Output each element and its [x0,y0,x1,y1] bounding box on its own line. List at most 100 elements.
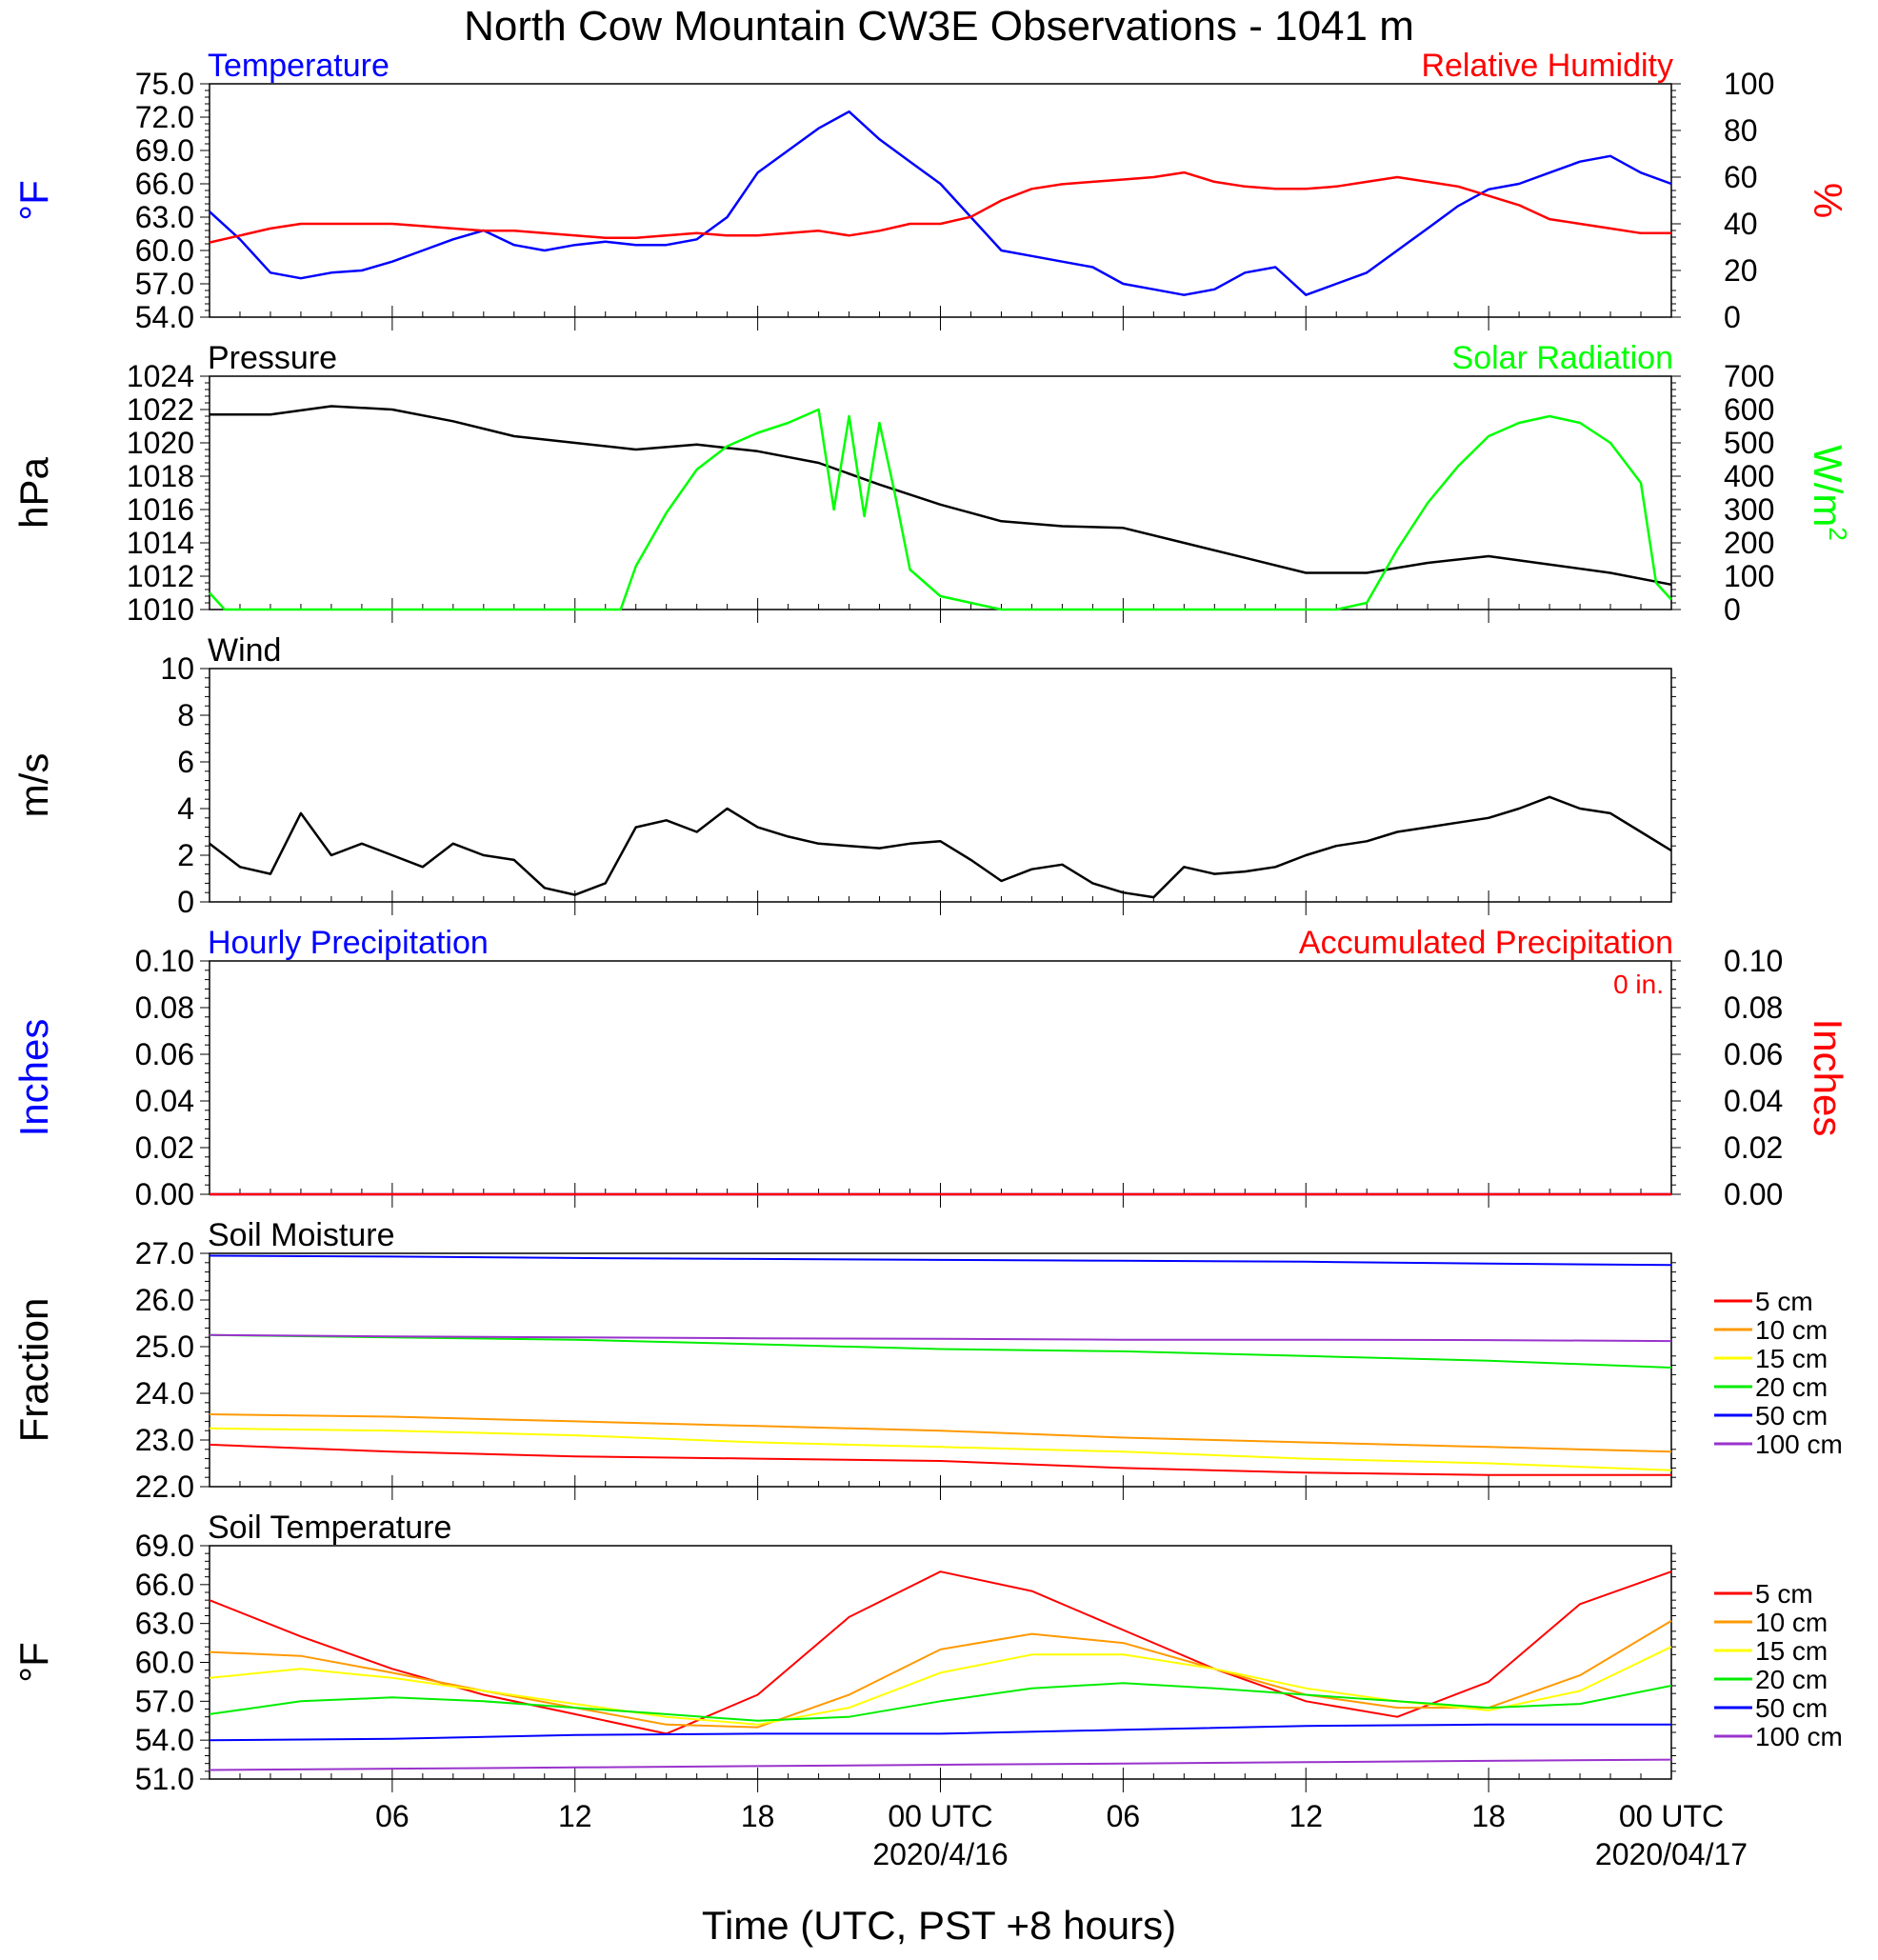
y-tick-label: 69.0 [135,133,194,168]
legend-label: 50 cm [1755,1401,1828,1430]
x-tick-label: 18 [741,1799,775,1833]
x-axis-label: Time (UTC, PST +8 hours) [702,1903,1176,1948]
panel-title-left: Soil Moisture [208,1217,395,1253]
y-tick-label: 1024 [127,359,194,393]
panel-title-right: Accumulated Precipitation [1299,925,1673,961]
panel-frame [209,1252,1672,1488]
panel-frame [209,960,1672,1195]
y-tick-label: 60.0 [135,233,194,268]
y-tick-label: 22.0 [135,1470,194,1504]
series-line-50-cm [209,1254,1672,1267]
legend-label: 5 cm [1755,1579,1813,1609]
y-right-tick-label: 100 [1724,67,1774,101]
y-right-tick-label: 100 [1724,559,1774,593]
y-tick-label: 27.0 [135,1236,194,1270]
panel-title-right: Relative Humidity [1421,48,1673,84]
y-right-tick-label: 0 [1724,300,1741,334]
x-tick-date-label: 2020/4/16 [872,1837,1008,1871]
panel-annotation: 0 in. [1613,970,1664,999]
panel-soil-temperature: 51.0 54.0 57.0 60.0 63.0 66.0 69.0 Soil Tempera… [11,1510,1843,1796]
y-right-tick-label: 0.10 [1724,944,1783,978]
panel-title-right: Solar Radiation [1452,340,1673,376]
y-tick-label: 6 [177,745,194,779]
y-axis-label-left: °F [11,1642,56,1682]
y-right-tick-label: 0 [1724,592,1741,627]
y-axis-label-left: m/s [11,753,56,818]
y-axis-label-right: W/m2 [1806,445,1852,541]
y-axis-label-right: Inches [1806,1019,1850,1137]
y-tick-label: 63.0 [135,200,194,234]
y-tick-label: 1012 [127,559,194,593]
panel-frame [209,375,1672,610]
y-axis-label-left: hPa [11,456,56,528]
y-tick-label: 66.0 [135,1568,194,1602]
y-tick-label: 10 [160,651,194,686]
y-tick-label: 4 [177,791,194,826]
y-tick-label: 25.0 [135,1330,194,1364]
y-tick-label: 54.0 [135,300,194,334]
series-line-solar-radiation [209,408,1672,611]
x-tick-label: 06 [375,1799,410,1833]
y-right-tick-label: 0.08 [1724,990,1783,1025]
y-tick-label: 1020 [127,426,194,460]
panel-title-left: Wind [208,632,281,669]
y-tick-label: 75.0 [135,67,194,101]
series-line-10-cm [209,1620,1672,1729]
series-line-5-cm [209,1443,1671,1476]
series-line-100-cm [209,1758,1672,1771]
y-tick-label: 1022 [127,392,194,427]
y-right-tick-label: 500 [1724,426,1774,460]
y-axis-label-left: Inches [11,1019,56,1137]
panel-frame [209,668,1672,903]
y-tick-label: 54.0 [135,1723,194,1757]
x-tick-label: 06 [1107,1799,1141,1833]
y-tick-label: 0.02 [135,1130,194,1165]
legend-label: 15 cm [1755,1636,1828,1666]
y-right-tick-label: 60 [1724,160,1758,194]
y-tick-label: 24.0 [135,1376,194,1410]
panels: 54.057.060.063.066.069.072.075.002040608… [11,48,1852,1796]
y-tick-label: 57.0 [135,1684,194,1718]
x-tick-label: 00 UTC [1619,1799,1724,1833]
y-tick-label: 1016 [127,492,194,527]
legend-label: 50 cm [1755,1693,1828,1723]
panel-title-left: Pressure [208,340,337,376]
x-tick-label: 12 [558,1799,592,1833]
series-line-wind [209,795,1672,899]
y-tick-label: 26.0 [135,1283,194,1317]
y-right-tick-label: 20 [1724,253,1758,288]
y-tick-label: 63.0 [135,1607,194,1641]
panel-wind: 0 2 4 6 8 10 Wind m/s [11,632,1676,919]
y-tick-label: 2 [177,838,194,872]
y-tick-label: 0.08 [135,990,194,1025]
y-tick-label: 72.0 [135,100,194,134]
y-right-tick-label: 200 [1724,526,1774,560]
y-right-tick-label: 0.04 [1724,1084,1783,1118]
y-tick-label: 1014 [127,526,194,560]
panel-precip: 0.00 0.02 0.04 0.06 0.08 0.10 0.00 0.02 0.04 0.06… [11,925,1850,1211]
legend-label: 10 cm [1755,1315,1828,1345]
y-right-tick-label: 0.00 [1724,1177,1783,1211]
series-line-pressure [210,405,1672,587]
y-right-tick-label: 600 [1724,392,1774,427]
panel-frame [209,1545,1672,1780]
y-right-tick-label: 700 [1724,359,1774,393]
series-line-10-cm [209,1413,1672,1453]
y-tick-label: 60.0 [135,1646,194,1680]
y-axis-label-left: Fraction [11,1298,56,1443]
y-tick-label: 23.0 [135,1423,194,1457]
y-axis-label-right-superscript: 2 [1824,527,1852,540]
x-tick-label: 12 [1289,1799,1323,1833]
legend-label: 100 cm [1755,1430,1843,1459]
y-right-tick-label: 80 [1724,113,1758,148]
y-axis-label-left: °F [11,180,56,220]
legend-label: 20 cm [1755,1372,1828,1402]
y-right-tick-label: 400 [1724,459,1774,493]
panel-title-left: Soil Temperature [208,1510,451,1546]
x-tick-date-label: 2020/04/17 [1595,1837,1748,1871]
panel-title-left: Hourly Precipitation [208,925,489,961]
